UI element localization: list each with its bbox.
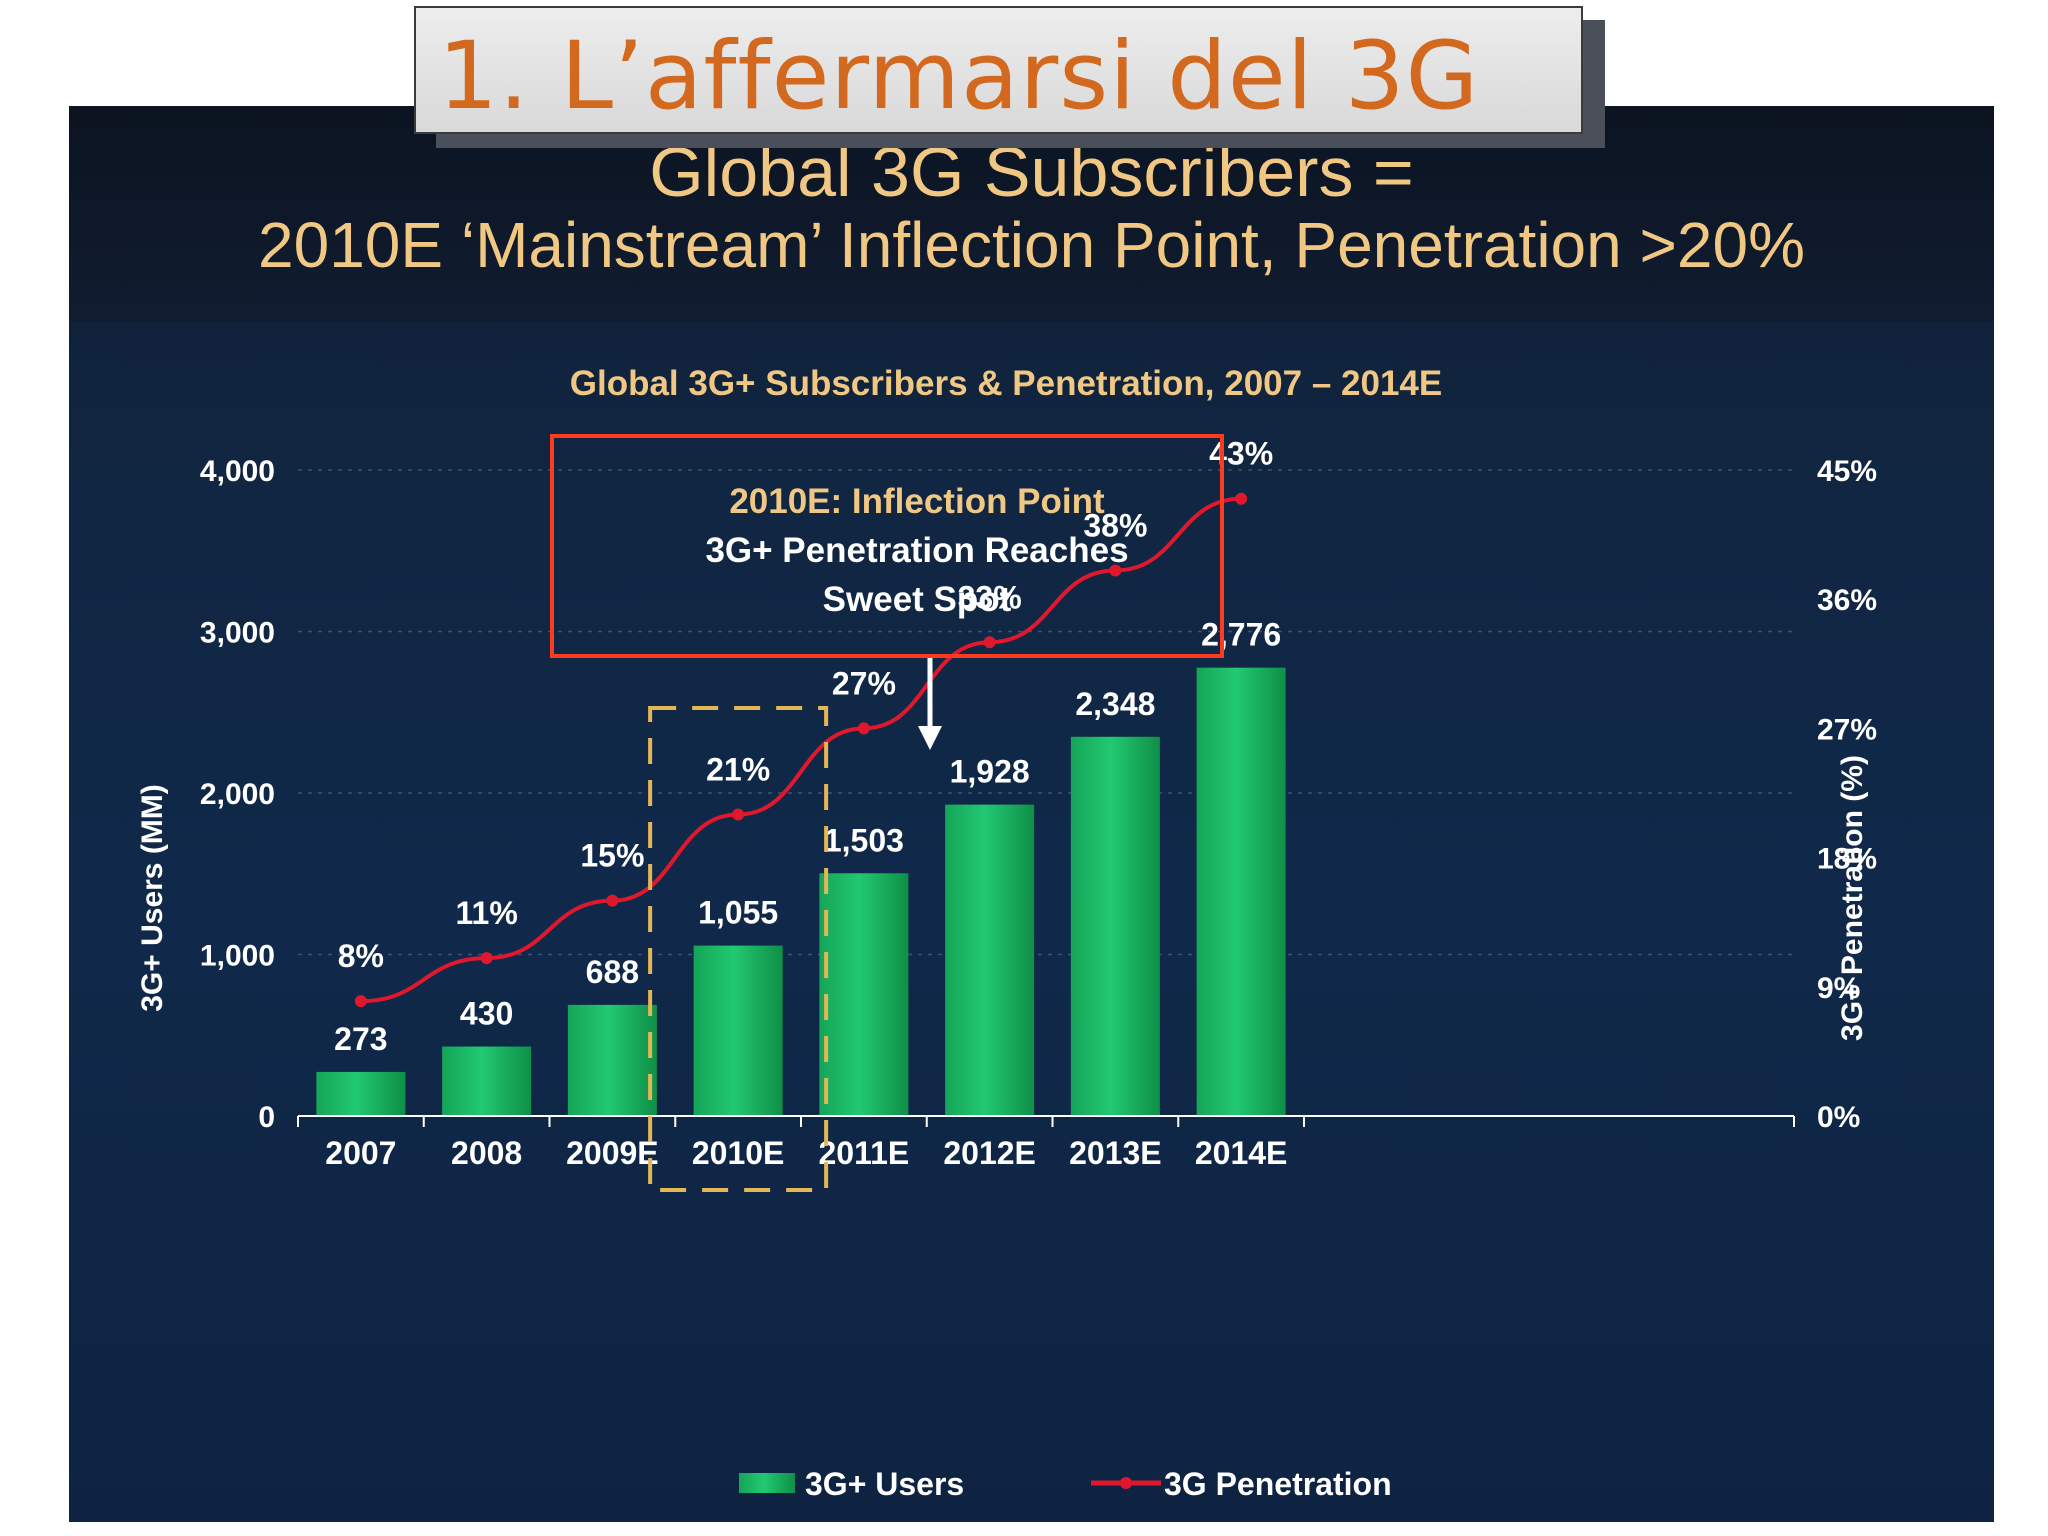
x-tick-label: 2011E — [818, 1135, 909, 1171]
y-tick-label: 2,000 — [200, 778, 275, 811]
bar-value-label: 430 — [460, 996, 513, 1032]
slide-title-box: 1. L’affermarsi del 3G — [414, 6, 1583, 134]
bar-3g-users — [1070, 736, 1160, 1116]
x-axis-ticks: 2007 2008 2009E 2010E 2011E 2012E 2013E 2014E — [325, 1135, 1287, 1171]
callout-arrow-head — [918, 726, 942, 750]
penetration-labels: 8% 11% 15% 21% 27% 33% 38% 43% — [338, 436, 1273, 974]
penetration-point — [983, 636, 996, 649]
y2-tick-label: 0% — [1817, 1101, 1860, 1134]
x-tick-label: 2013E — [1069, 1135, 1162, 1171]
penetration-point — [1235, 492, 1248, 505]
bar-value-label: 1,503 — [824, 822, 904, 858]
penetration-value-label: 8% — [338, 938, 384, 974]
bar-3g-users — [316, 1071, 406, 1116]
y2-tick-label: 9% — [1817, 972, 1860, 1005]
y2-axis-ticks: 0% 9% 18% 27% 36% 45% — [1817, 455, 1877, 1134]
panel-header: Global 3G Subscribers = 2010E ‘Mainstrea… — [69, 106, 1994, 321]
bar-value-label: 2,776 — [1201, 617, 1281, 653]
y2-tick-label: 18% — [1817, 843, 1877, 876]
headline-line-1: Global 3G Subscribers = — [649, 133, 1414, 211]
bar-3g-users — [945, 804, 1035, 1116]
x-tick-label: 2014E — [1195, 1135, 1288, 1171]
bar-value-label: 2,348 — [1075, 686, 1155, 722]
x-tick-label: 2008 — [451, 1135, 522, 1171]
penetration-line-path — [360, 496, 1242, 1004]
legend-bar-swatch — [739, 1473, 795, 1493]
penetration-value-label: 43% — [1209, 436, 1273, 472]
bar-3g-users — [1196, 667, 1286, 1116]
chart-title: Global 3G+ Subscribers & Penetration, 20… — [570, 364, 1442, 403]
slide-title: 1. L’affermarsi del 3G — [438, 22, 1480, 131]
y-tick-label: 4,000 — [200, 455, 275, 488]
penetration-point — [857, 722, 870, 735]
legend-line-label: 3G Penetration — [1164, 1466, 1392, 1502]
penetration-value-label: 15% — [580, 838, 644, 874]
y2-tick-label: 36% — [1817, 584, 1877, 617]
x-tick-label: 2007 — [325, 1135, 396, 1171]
callout-line-1: 2010E: Inflection Point — [729, 482, 1105, 521]
bar-value-label: 1,928 — [950, 754, 1030, 790]
y-tick-label: 3,000 — [200, 617, 275, 650]
y2-axis-label: 3G+ Penetration (%) — [1836, 755, 1869, 1041]
combo-chart: Global 3G+ Subscribers & Penetration, 20… — [136, 364, 1877, 1502]
bar-value-label: 273 — [334, 1021, 387, 1057]
y2-tick-label: 27% — [1817, 713, 1877, 746]
penetration-point — [1109, 564, 1122, 577]
y-tick-label: 0 — [258, 1101, 275, 1134]
bar-3g-users — [819, 873, 909, 1116]
y2-tick-label: 45% — [1817, 455, 1877, 488]
penetration-value-label: 33% — [958, 579, 1022, 615]
bars — [316, 667, 1286, 1116]
y-axis-ticks: 0 1,000 2,000 3,000 4,000 — [200, 455, 275, 1134]
chart-panel: Global 3G Subscribers = 2010E ‘Mainstrea… — [69, 106, 1994, 1522]
penetration-point — [606, 894, 619, 907]
penetration-point — [354, 995, 367, 1008]
bar-value-label: 688 — [586, 954, 639, 990]
x-tick-label: 2010E — [692, 1135, 785, 1171]
axes — [297, 1115, 1795, 1127]
headline-line-2: 2010E ‘Mainstream’ Inflection Point, Pen… — [258, 209, 1805, 281]
bar-value-label: 1,055 — [698, 895, 778, 931]
y-tick-label: 1,000 — [200, 940, 275, 973]
penetration-value-label: 27% — [832, 665, 896, 701]
legend: 3G+ Users 3G Penetration — [739, 1466, 1392, 1502]
highlight-2010e-box — [648, 706, 829, 1192]
legend-line-marker — [1120, 1477, 1132, 1489]
callout-box — [550, 434, 1224, 658]
penetration-value-label: 21% — [706, 752, 770, 788]
y-axis-label: 3G+ Users (MM) — [136, 784, 169, 1012]
bar-3g-users — [567, 1004, 657, 1116]
callout-line-3: Sweet Spot — [823, 580, 1012, 619]
penetration-point — [480, 952, 493, 965]
penetration-point — [732, 808, 745, 821]
penetration-line — [354, 492, 1248, 1008]
legend-bar-label: 3G+ Users — [805, 1466, 964, 1502]
x-tick-label: 2012E — [943, 1135, 1036, 1171]
penetration-value-label: 11% — [455, 895, 517, 931]
bar-labels: 273 430 688 1,055 1,503 1,928 2,348 2,776 — [334, 617, 1281, 1057]
bar-3g-users — [693, 945, 783, 1116]
x-tick-label: 2009E — [566, 1135, 659, 1171]
bar-3g-users — [442, 1046, 532, 1116]
callout-line-2: 3G+ Penetration Reaches — [705, 531, 1128, 570]
penetration-value-label: 38% — [1083, 507, 1147, 543]
